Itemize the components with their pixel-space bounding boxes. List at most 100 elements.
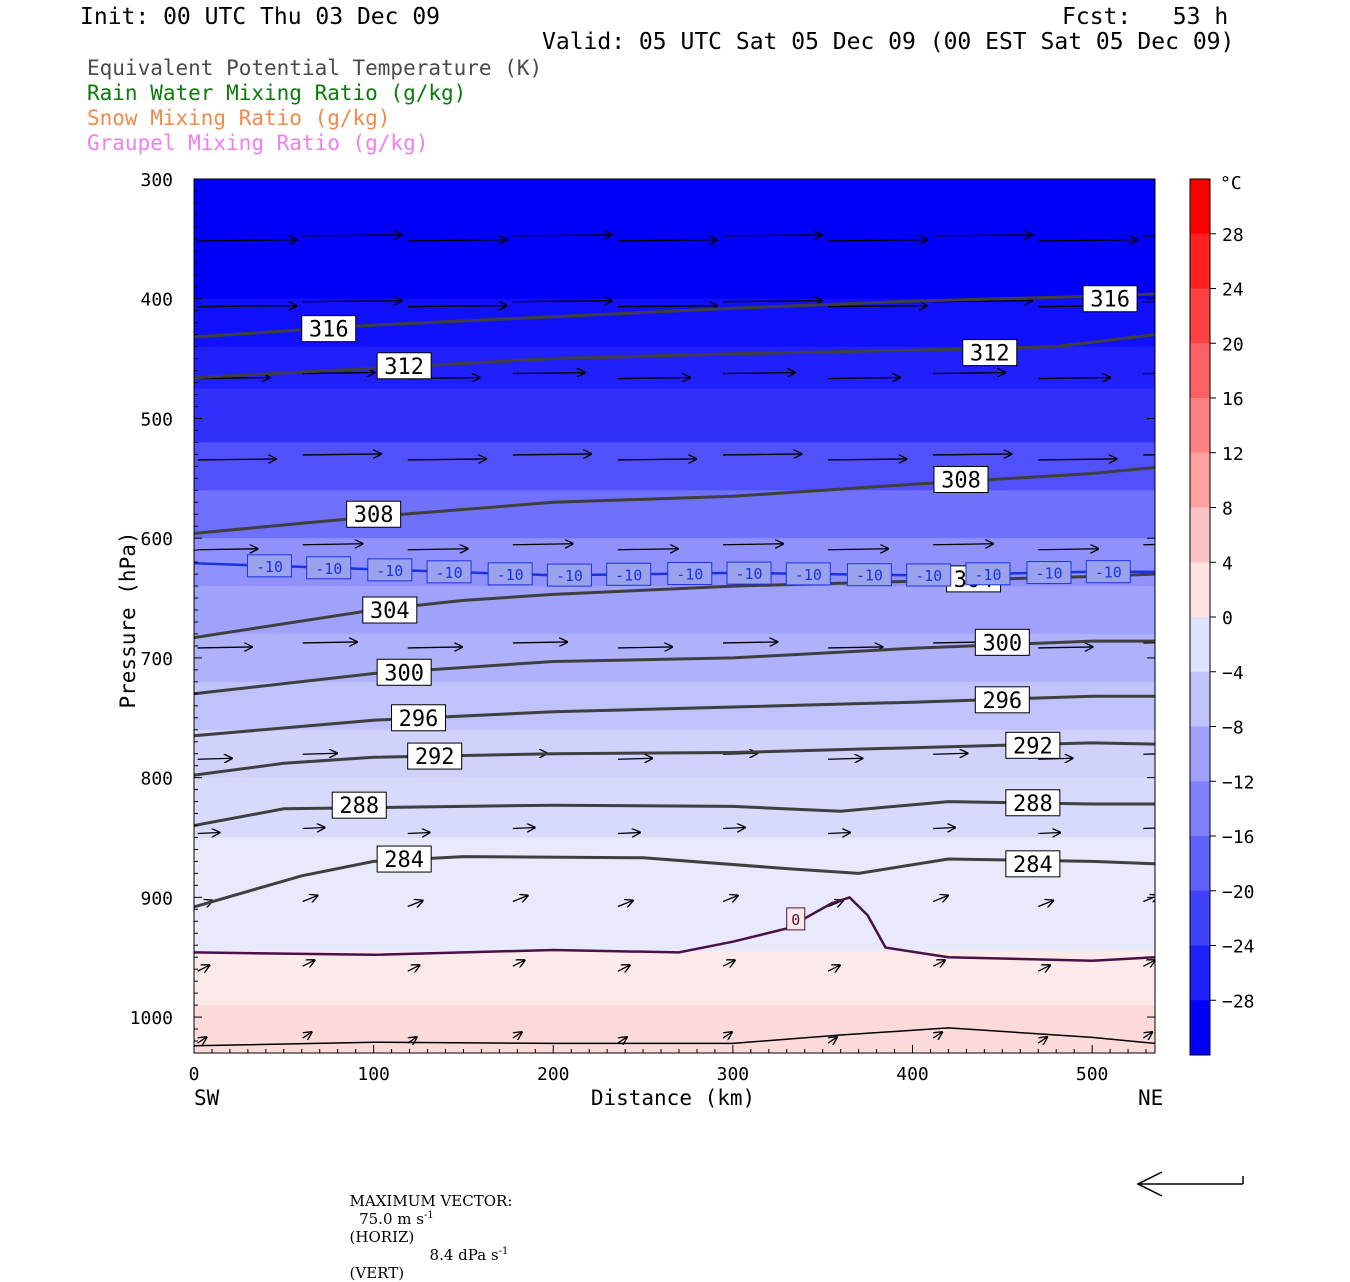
legend-graupel: Graupel Mixing Ratio (g/kg) xyxy=(87,131,429,155)
wind-vector xyxy=(1143,896,1155,902)
theta-e-label-text: 296 xyxy=(399,707,439,732)
temp-label-minus10: -10 xyxy=(1026,561,1072,585)
wind-vector xyxy=(302,235,402,236)
wind-vector xyxy=(933,828,955,829)
wind-vector xyxy=(722,642,777,643)
colorbar-segment xyxy=(1190,890,1210,946)
temp-label-text: -10 xyxy=(1095,564,1122,582)
y-tick-label: 600 xyxy=(140,529,173,550)
wind-vector xyxy=(722,960,735,966)
temp-label-minus10: -10 xyxy=(606,562,652,586)
colorbar-tick-label: 12 xyxy=(1222,444,1244,465)
theta-e-label-box xyxy=(301,315,357,343)
wind-vector xyxy=(722,828,745,829)
colorbar-tick-label: 8 xyxy=(1222,499,1233,520)
theta-e-label-text: 312 xyxy=(970,342,1010,367)
temp-label-box xyxy=(306,556,352,580)
theta-e-label-box xyxy=(962,339,1018,367)
theta-e-label: 308 xyxy=(346,500,402,528)
wind-vector xyxy=(302,1032,312,1038)
y-tick-label: 1000 xyxy=(130,1008,173,1029)
y-tick-label: 900 xyxy=(140,888,173,909)
temp-label-text: -10 xyxy=(795,566,822,584)
wind-vector xyxy=(722,235,822,236)
vert-exp: -1 xyxy=(498,1246,509,1257)
x-axis-label: Distance (km) xyxy=(591,1086,755,1110)
wind-vector xyxy=(1037,965,1050,971)
theta-e-label-text: 288 xyxy=(339,794,379,819)
wind-vector xyxy=(512,960,525,966)
wind-vector xyxy=(1038,647,1092,648)
wind-vector xyxy=(512,544,573,545)
temp-label-box xyxy=(1026,561,1072,585)
legend-theta-e: Equivalent Potential Temperature (K) xyxy=(87,56,543,80)
wind-vector xyxy=(1143,642,1155,644)
wind-vector xyxy=(197,459,276,460)
x-tick-label: 400 xyxy=(896,1064,929,1085)
wind-vector xyxy=(828,833,850,834)
temp-label-box xyxy=(667,561,713,585)
wind-vector xyxy=(407,647,462,648)
theta-e-label-text: 308 xyxy=(941,469,981,494)
temp-label-text: -10 xyxy=(497,566,524,584)
theta-e-label: 284 xyxy=(1005,850,1061,878)
horiz-value: 75.0 m s xyxy=(359,1210,424,1228)
theta-e-label: 292 xyxy=(1005,731,1061,759)
colorbar-segment xyxy=(1190,671,1210,727)
theta-e-label-box xyxy=(376,845,432,873)
wind-vector xyxy=(302,301,402,302)
theta-e-label: 284 xyxy=(376,845,432,873)
temp-label-minus10: -10 xyxy=(487,562,533,586)
wind-vector xyxy=(933,235,1032,236)
surface-line xyxy=(194,1027,1155,1047)
theta-e-label: 300 xyxy=(376,658,432,686)
colorbar-tick-label: 28 xyxy=(1222,225,1244,246)
theta-e-label-box xyxy=(331,791,387,819)
wind-vector xyxy=(407,240,507,241)
wind-vector xyxy=(722,1032,732,1038)
colorbar-segment xyxy=(1190,945,1210,1001)
wind-vector xyxy=(932,960,945,966)
theta-e-label-text: 316 xyxy=(309,318,349,343)
wind-vector xyxy=(828,647,882,648)
wind-vector xyxy=(1038,378,1110,379)
wind-vector xyxy=(1143,753,1155,755)
wind-vector xyxy=(617,459,696,460)
wind-vector xyxy=(407,459,486,460)
temp-label-text: -10 xyxy=(615,566,642,584)
temp-label-minus10: -10 xyxy=(726,561,772,585)
colorbar-tick-label: 4 xyxy=(1222,553,1233,574)
temp-label-minus10: -10 xyxy=(667,561,713,585)
wind-vector xyxy=(197,833,220,834)
theta-e-label-box xyxy=(933,466,989,494)
y-tick-label: 800 xyxy=(140,769,173,790)
wind-vector xyxy=(197,1037,207,1043)
temp-label-minus10: -10 xyxy=(246,554,292,578)
wind-vector xyxy=(512,301,612,302)
x-tick-label: 500 xyxy=(1076,1064,1109,1085)
theta-e-label-box xyxy=(362,596,418,624)
wind-vector xyxy=(302,642,357,643)
wind-vector xyxy=(1038,833,1060,834)
wind-vector xyxy=(722,896,738,902)
wind-vector xyxy=(512,642,567,643)
vert-value: 8.4 dPa s xyxy=(429,1246,499,1264)
theta-e-label: 296 xyxy=(391,704,447,732)
x-tick-label: 200 xyxy=(537,1064,570,1085)
theta-e-label: 296 xyxy=(974,686,1030,714)
temp-label-minus10: -10 xyxy=(846,563,892,587)
theta-e-label-box xyxy=(407,742,463,770)
temp-label-box xyxy=(906,563,952,587)
wind-vector xyxy=(197,758,232,759)
wind-vector xyxy=(302,828,325,829)
wind-vector xyxy=(827,965,840,971)
colorbar-segment xyxy=(1190,781,1210,837)
wind-vector xyxy=(407,965,420,971)
wind-vector xyxy=(302,373,375,374)
wind-vector xyxy=(617,240,717,241)
wind-vector xyxy=(933,544,993,545)
wind-vector xyxy=(722,544,783,545)
colorbar-segment xyxy=(1190,617,1210,673)
wind-vector xyxy=(512,454,591,455)
max-vector-label: MAXIMUM VECTOR: xyxy=(349,1192,513,1210)
